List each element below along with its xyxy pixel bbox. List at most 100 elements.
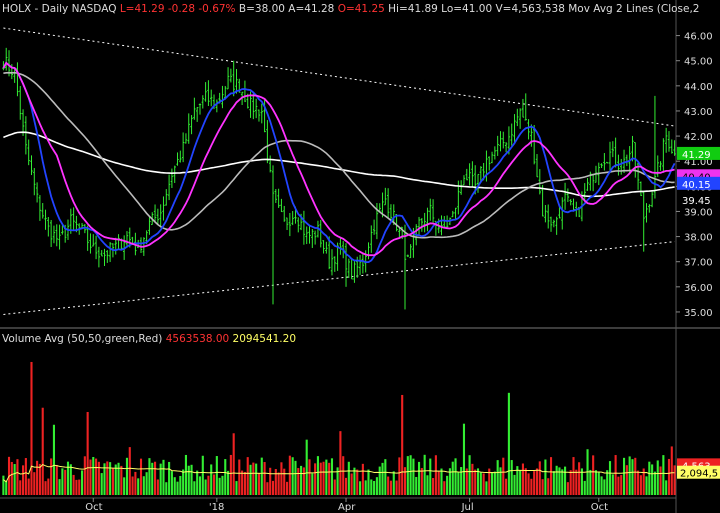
volume-bar: [274, 469, 277, 495]
price-bar: [159, 204, 162, 228]
price-header: HOLX - Daily NASDAQ L=41.29 -0.28 -0.67%…: [2, 3, 700, 15]
price-bar: [167, 174, 171, 201]
price-bar: [386, 188, 390, 219]
volume-bar: [628, 456, 631, 495]
volume-bar: [123, 477, 126, 495]
price-bar: [479, 166, 483, 183]
volume-bar: [55, 465, 58, 495]
last-price: L=41.29: [119, 3, 165, 15]
volume-bar: [148, 458, 151, 495]
volume-bar: [533, 471, 536, 495]
price-bar: [541, 184, 544, 217]
volume-bar: [277, 472, 280, 495]
volume-bar: [210, 464, 213, 495]
price-bar: [274, 189, 278, 203]
volume-bar: [530, 478, 533, 495]
volume-bar: [634, 457, 637, 495]
price-bar: [114, 237, 117, 255]
volume-bar: [631, 459, 634, 495]
volume-bar: [311, 473, 314, 495]
volume-study-title: Volume Avg (50,50,green,Red): [2, 333, 163, 345]
volume-bar: [229, 454, 232, 495]
price-bar: [409, 244, 412, 259]
price-bar: [488, 156, 491, 171]
ma-blue-tag-bg: [677, 176, 720, 190]
price-bar: [35, 182, 39, 203]
ma-blue-line: [2, 61, 676, 263]
volume-bar: [238, 459, 241, 495]
volume-bar: [645, 476, 648, 495]
price-bar: [52, 225, 56, 244]
price-bar: [254, 98, 258, 119]
price-bar: [162, 196, 165, 221]
volume-bar: [92, 456, 95, 495]
volume-bar: [145, 472, 148, 495]
volume-avg-line: [3, 464, 675, 483]
volume-bar: [589, 469, 592, 495]
volume-bar: [344, 477, 348, 495]
volume-bar: [139, 458, 143, 495]
price-bar: [625, 154, 629, 167]
price-bar: [549, 216, 553, 232]
volume-bar: [656, 460, 659, 495]
price-bar: [645, 203, 648, 223]
volume-bar: [196, 470, 199, 495]
volume-bar: [395, 480, 398, 495]
price-bar: [117, 234, 120, 250]
volume-bar: [111, 468, 114, 495]
volume-bar: [291, 457, 294, 495]
volume-bar: [387, 476, 390, 495]
low-price: Lo=41.00: [441, 3, 493, 15]
volume-bar: [176, 481, 179, 495]
volume-bar: [659, 466, 662, 495]
price-bar: [431, 199, 435, 223]
price-bar: [631, 135, 634, 162]
volume-bar: [403, 467, 407, 495]
ma-white-line: [3, 131, 675, 198]
volume-bar: [639, 475, 642, 495]
open-price: O=41.25: [337, 3, 385, 15]
price-bar: [148, 216, 151, 235]
price-bar: [471, 161, 474, 187]
price-bar: [465, 168, 468, 181]
price-bar: [496, 135, 499, 156]
volume-bar: [38, 463, 41, 495]
price-bar: [243, 80, 247, 103]
volume-bar: [651, 464, 654, 495]
volume-bar: [241, 470, 244, 495]
time-tick-label: '18: [209, 502, 224, 513]
price-bar: [561, 197, 564, 230]
volume-bar: [131, 476, 134, 495]
volume-bar: [193, 481, 196, 495]
price-bar: [204, 82, 207, 102]
price-bar: [19, 86, 22, 120]
volume-bar: [255, 463, 258, 495]
volume-bar: [109, 462, 112, 495]
price-bar: [538, 169, 541, 195]
price-bar: [226, 67, 230, 90]
price-bar: [5, 47, 8, 71]
price-bar: [333, 256, 336, 272]
volume-bar: [19, 480, 22, 495]
price-bar: [61, 225, 64, 235]
price-bar: [403, 224, 407, 310]
price-bar: [454, 207, 457, 220]
volume-bar: [476, 468, 480, 495]
volume-bar: [305, 439, 308, 495]
price-bar: [125, 231, 129, 248]
price-bar: [518, 108, 522, 129]
bid-price: B=38.00: [238, 3, 285, 15]
price-bar: [305, 226, 308, 245]
study-label: Mov Avg 2 Lines (Close,2: [568, 3, 700, 15]
change-percent: -0.67%: [198, 3, 236, 15]
price-bar: [207, 80, 210, 106]
volume-bar: [637, 470, 640, 495]
price-bar: [156, 208, 160, 225]
price-bar: [608, 141, 612, 174]
volume-header: Volume Avg (50,50,green,Red) 4563538.00 …: [2, 333, 296, 345]
price-bar: [513, 114, 516, 145]
volume-bar: [128, 447, 131, 495]
volume-bar: [381, 462, 384, 495]
volume-bar: [370, 479, 373, 495]
